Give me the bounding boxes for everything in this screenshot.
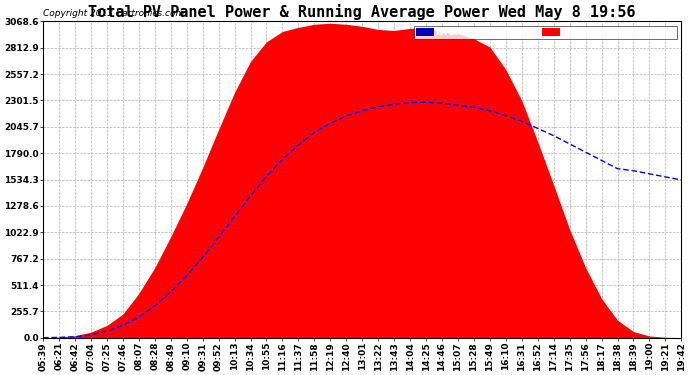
Title: Total PV Panel Power & Running Average Power Wed May 8 19:56: Total PV Panel Power & Running Average P…: [88, 4, 636, 20]
Legend: Average  (DC Watts), PV Panels  (DC Watts): Average (DC Watts), PV Panels (DC Watts): [414, 26, 677, 39]
Text: Copyright 2013 Cartronics.com: Copyright 2013 Cartronics.com: [43, 9, 184, 18]
